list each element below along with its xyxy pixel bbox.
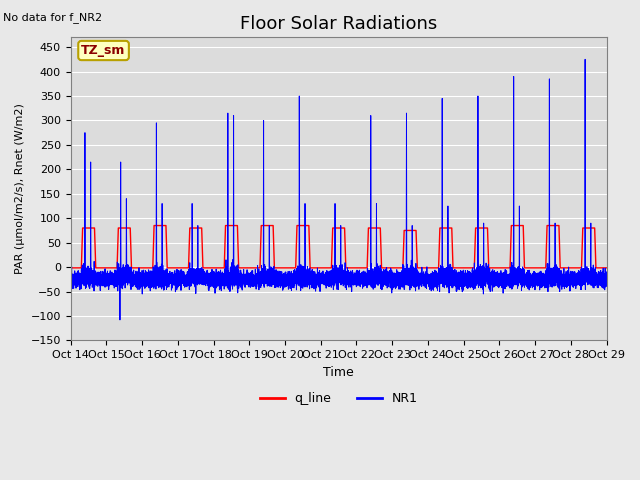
NR1 (67, 277, 74, 283)
NR1 (147, 281, 154, 287)
NR1 (349, 271, 356, 277)
Legend: q_line, NR1: q_line, NR1 (255, 387, 422, 410)
NR1 (95, 277, 102, 283)
q_line (603, 265, 611, 271)
NR1 (393, 271, 401, 277)
Text: TZ_sm: TZ_sm (81, 44, 125, 57)
NR1 (581, 57, 589, 62)
q_line (95, 265, 102, 271)
Y-axis label: PAR (μmol/m2/s), Rnet (W/m2): PAR (μmol/m2/s), Rnet (W/m2) (15, 104, 25, 275)
NR1 (603, 283, 611, 288)
NR1 (205, 271, 213, 276)
NR1 (116, 317, 124, 323)
q_line (147, 265, 154, 271)
X-axis label: Time: Time (323, 366, 354, 379)
Line: NR1: NR1 (70, 60, 607, 320)
NR1 (341, 268, 349, 274)
q_line (205, 265, 213, 271)
q_line (341, 240, 349, 246)
Title: Floor Solar Radiations: Floor Solar Radiations (240, 15, 437, 33)
Line: q_line: q_line (70, 226, 607, 268)
q_line (67, 265, 74, 271)
q_line (393, 265, 401, 271)
q_line (349, 265, 356, 271)
q_line (150, 223, 158, 228)
Text: No data for f_NR2: No data for f_NR2 (3, 12, 102, 23)
